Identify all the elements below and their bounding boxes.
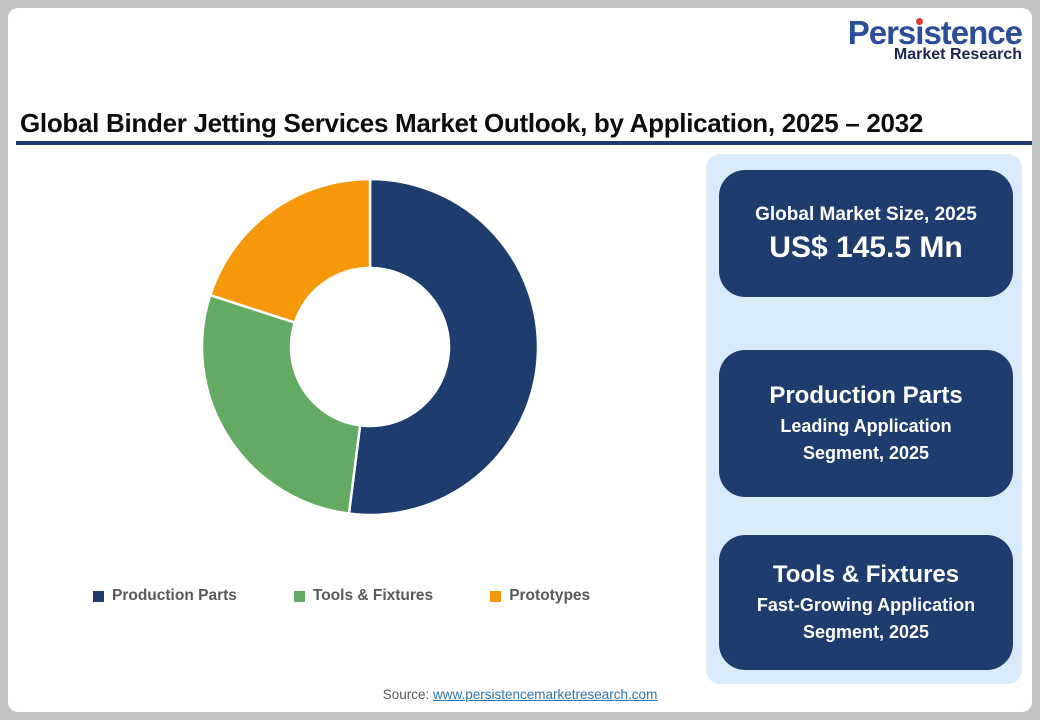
legend-swatch-production-parts [93, 590, 104, 602]
leading-segment-name: Production Parts [769, 382, 963, 410]
donut-segment-production-parts [347, 177, 540, 517]
donut-segment-tools-fixtures [200, 293, 362, 516]
fast-growing-segment-desc-line1: Fast-Growing Application [756, 594, 976, 615]
leading-segment-desc-line1: Leading Application [780, 415, 952, 436]
title-underline [16, 141, 1032, 145]
page-title: Global Binder Jetting Services Market Ou… [20, 108, 924, 138]
brand-logo: Persı stence Market Research [847, 14, 1023, 64]
donut-chart [200, 177, 540, 517]
chart-legend: Production Parts Tools & Fixtures Protot… [93, 587, 590, 605]
donut-segment-prototypes [208, 177, 372, 325]
fast-growing-segment-name: Tools & Fixtures [772, 561, 960, 589]
infographic-page: Persı stence Market Research Global Binde… [8, 8, 1032, 712]
legend-item-production-parts: Production Parts [93, 587, 237, 605]
source-link[interactable]: www.persistencemarketresearch.com [432, 687, 658, 702]
market-size-label: Global Market Size, 2025 [755, 203, 977, 225]
legend-label: Production Parts [112, 587, 237, 604]
info-panel: Global Market Size, 2025 US$ 145.5 Mn Pr… [706, 154, 1022, 684]
market-size-card: Global Market Size, 2025 US$ 145.5 Mn [719, 170, 1013, 297]
fast-growing-segment-card: Tools & Fixtures Fast-Growing Applicatio… [719, 535, 1013, 670]
leading-segment-desc-line2: Segment, 2025 [802, 442, 930, 463]
fast-growing-segment-desc-line2: Segment, 2025 [802, 621, 930, 642]
legend-label: Prototypes [509, 587, 591, 604]
legend-item-tools-fixtures: Tools & Fixtures [293, 587, 434, 605]
logo-wordmark: Persı stence [847, 14, 1023, 51]
source-label: Source: [382, 687, 430, 702]
leading-segment-card: Production Parts Leading Application Seg… [719, 350, 1013, 497]
legend-item-prototypes: Prototypes [490, 587, 590, 605]
market-size-value: US$ 145.5 Mn [769, 230, 963, 264]
legend-swatch-prototypes [490, 590, 502, 602]
logo-tagline: Market Research [893, 46, 1022, 63]
legend-label: Tools & Fixtures [312, 587, 434, 604]
source-line: Source: www.persistencemarketresearch.co… [8, 687, 1032, 702]
logo-red-dot-i: ı [915, 14, 924, 51]
legend-swatch-tools-fixtures [293, 590, 305, 602]
